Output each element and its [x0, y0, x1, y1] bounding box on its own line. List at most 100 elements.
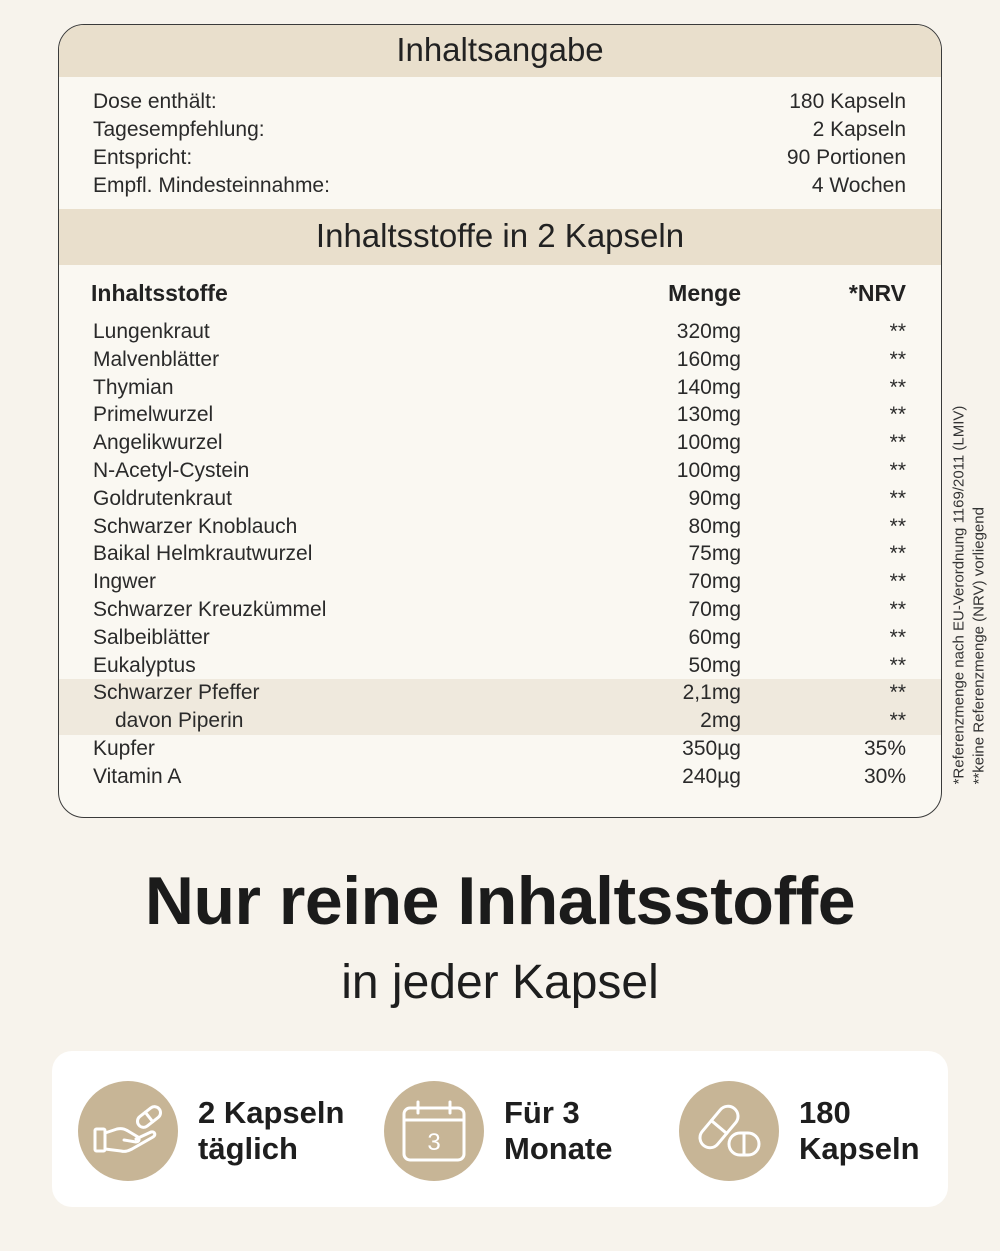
capsules-icon — [679, 1081, 779, 1181]
summary-list: Dose enthält: 180 Kapseln Tagesempfehlun… — [93, 88, 906, 200]
ingredient-nrv: 35% — [863, 736, 906, 760]
hand-with-capsule-icon — [78, 1081, 178, 1181]
ingredient-name: Thymian — [93, 375, 174, 399]
ingredient-amount: 70mg — [688, 597, 741, 621]
table-row: Schwarzer Kreuzkümmel 70mg ** — [59, 596, 941, 624]
ingredient-amount: 2mg — [700, 709, 741, 733]
ingredient-nrv: ** — [889, 514, 906, 538]
ingredient-name: Salbeiblätter — [93, 625, 210, 649]
table-row: Angelikwurzel 100mg ** — [59, 429, 941, 457]
column-header-name: Inhaltsstoffe — [91, 280, 228, 306]
summary-value: 4 Wochen — [811, 174, 906, 197]
summary-row: Empfl. Mindesteinnahme: 4 Wochen — [93, 172, 906, 200]
ingredient-name: Baikal Helmkrautwurzel — [93, 542, 313, 566]
summary-label: Tagesempfehlung: — [93, 118, 265, 141]
column-header-amount: Menge — [668, 280, 741, 306]
ingredient-amount: 350µg — [682, 736, 741, 760]
table-row: Primelwurzel 130mg ** — [59, 401, 941, 429]
summary-value: 2 Kapseln — [812, 118, 906, 141]
ingredient-name: Primelwurzel — [93, 403, 214, 427]
table-row: Malvenblätter 160mg ** — [59, 346, 941, 374]
ingredient-name: Schwarzer Knoblauch — [93, 514, 298, 538]
ingredients-table: Lungenkraut 320mg ** Malvenblätter 160mg… — [59, 318, 941, 791]
headline: Nur reine Inhaltsstoffe — [144, 863, 856, 939]
column-header-nrv: *NRV — [848, 280, 906, 306]
summary-label: Entspricht: — [93, 146, 193, 169]
ingredient-nrv: ** — [889, 486, 906, 510]
ingredient-amount: 160mg — [676, 347, 741, 371]
ingredient-nrv: ** — [889, 458, 906, 482]
ingredient-nrv: 30% — [863, 764, 906, 788]
ingredient-nrv: ** — [889, 597, 906, 621]
feature-panel: 2 Kapseln täglich 3 Für 3 Monate — [52, 1051, 948, 1207]
footnote-nrv: *Referenzmenge nach EU-Verordnung 1169/2… — [950, 405, 967, 785]
summary-row: Entspricht: 90 Portionen — [93, 144, 906, 172]
feature-line1: Für 3 — [504, 1095, 580, 1130]
calendar-number: 3 — [427, 1129, 440, 1156]
ingredient-amount: 240µg — [682, 764, 741, 788]
summary-value: 90 Portionen — [786, 146, 906, 169]
ingredient-name: davon Piperin — [115, 709, 244, 733]
ingredient-nrv: ** — [889, 347, 906, 371]
ingredient-name: Eukalyptus — [93, 653, 196, 677]
ingredients-card: Inhaltsangabe Dose enthält: 180 Kapseln … — [58, 24, 942, 818]
ingredient-name: Vitamin A — [93, 764, 182, 788]
ingredient-name: Schwarzer Kreuzkümmel — [93, 597, 327, 621]
subheadline: in jeder Kapsel — [341, 956, 659, 1009]
ingredients-title: Inhaltsstoffe in 2 Kapseln — [315, 217, 685, 254]
feature-line2: Monate — [504, 1131, 613, 1166]
feature-text: 2 Kapseln täglich — [198, 1095, 344, 1167]
footnote-no-nrv: **keine Referenzmenge (NRV) vorliegend — [970, 507, 987, 785]
ingredient-nrv: ** — [889, 542, 906, 566]
ingredient-amount: 70mg — [688, 570, 741, 594]
ingredient-amount: 90mg — [688, 486, 741, 510]
summary-value: 180 Kapseln — [789, 90, 906, 113]
ingredient-amount: 2,1mg — [682, 681, 741, 705]
table-row: N-Acetyl-Cystein 100mg ** — [59, 457, 941, 485]
table-row: Schwarzer Knoblauch 80mg ** — [59, 513, 941, 541]
table-row: Schwarzer Pfeffer 2,1mg ** — [59, 679, 941, 708]
ingredient-amount: 100mg — [676, 458, 741, 482]
ingredient-amount: 80mg — [688, 514, 741, 538]
contents-title: Inhaltsangabe — [396, 31, 604, 68]
ingredient-nrv: ** — [889, 625, 906, 649]
table-row: Baikal Helmkrautwurzel 75mg ** — [59, 540, 941, 568]
ingredient-nrv: ** — [889, 570, 906, 594]
summary-row: Tagesempfehlung: 2 Kapseln — [93, 116, 906, 144]
ingredient-name: Ingwer — [93, 570, 157, 594]
ingredient-nrv: ** — [889, 681, 906, 705]
summary-label: Dose enthält: — [93, 90, 217, 113]
table-row: Ingwer 70mg ** — [59, 568, 941, 596]
ingredient-nrv: ** — [889, 431, 906, 455]
summary-label: Empfl. Mindesteinnahme: — [93, 174, 330, 197]
ingredients-header: Inhaltsstoffe in 2 Kapseln — [59, 209, 941, 265]
feature-text: 180 Kapseln — [799, 1095, 920, 1167]
table-row: davon Piperin 2mg ** — [59, 707, 941, 735]
footnotes: *Referenzmenge nach EU-Verordnung 1169/2… — [944, 370, 994, 820]
ingredient-name: N-Acetyl-Cystein — [93, 458, 250, 482]
ingredient-nrv: ** — [889, 709, 906, 733]
table-row: Goldrutenkraut 90mg ** — [59, 485, 941, 513]
summary-row: Dose enthält: 180 Kapseln — [93, 88, 906, 116]
ingredient-name: Angelikwurzel — [93, 431, 223, 455]
ingredient-amount: 320mg — [676, 320, 741, 343]
feature-line1: 2 Kapseln — [198, 1095, 345, 1130]
ingredient-amount: 75mg — [688, 542, 741, 566]
table-row: Thymian 140mg ** — [59, 374, 941, 402]
table-row: Vitamin A 240µg 30% — [59, 763, 941, 791]
feature-line1: 180 — [799, 1095, 851, 1130]
feature-text: Für 3 Monate — [504, 1095, 613, 1167]
feature-line2: Kapseln — [799, 1131, 920, 1166]
feature-line2: täglich — [198, 1131, 298, 1166]
ingredient-name: Lungenkraut — [93, 320, 210, 343]
ingredient-amount: 140mg — [676, 375, 741, 399]
table-row: Lungenkraut 320mg ** — [59, 318, 941, 346]
ingredient-name: Goldrutenkraut — [93, 486, 232, 510]
ingredient-amount: 60mg — [688, 625, 741, 649]
ingredient-amount: 50mg — [688, 653, 741, 677]
ingredient-nrv: ** — [889, 653, 906, 677]
ingredient-nrv: ** — [889, 320, 906, 343]
ingredient-amount: 100mg — [676, 431, 741, 455]
table-row: Eukalyptus 50mg ** — [59, 652, 941, 680]
contents-header: Inhaltsangabe — [59, 25, 941, 77]
